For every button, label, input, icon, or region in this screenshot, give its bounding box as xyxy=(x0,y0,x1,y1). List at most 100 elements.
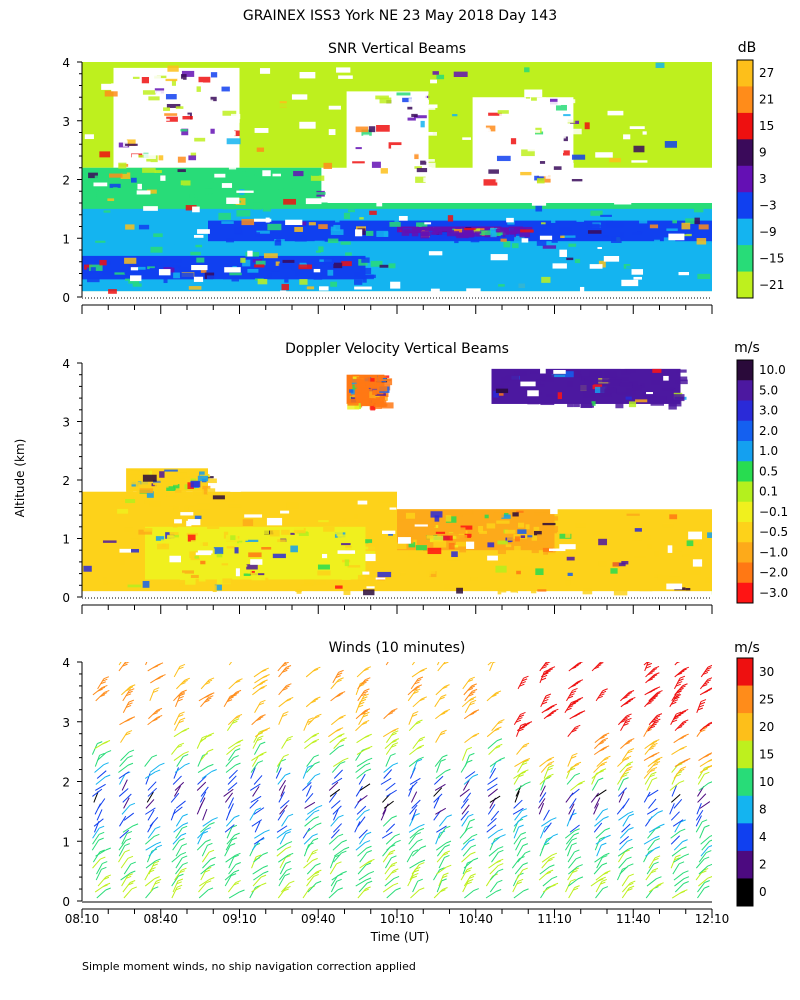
wind-barb xyxy=(541,858,550,869)
wind-barb-flag xyxy=(285,698,292,702)
wind-barb-flag xyxy=(416,678,422,682)
heat-cell xyxy=(84,182,93,185)
heat-cell xyxy=(371,161,381,168)
wind-barb-flag xyxy=(154,687,160,691)
heat-cell xyxy=(519,572,528,578)
colorbar-swatch xyxy=(737,461,753,482)
wind-barb-flag xyxy=(467,679,474,683)
heat-cell xyxy=(158,490,170,497)
wind-barb xyxy=(487,662,493,666)
wind-barb xyxy=(278,780,286,791)
colorbar-label: 27 xyxy=(759,66,774,80)
heat-cell xyxy=(519,556,529,561)
heat-cell xyxy=(124,116,132,119)
heat-cell xyxy=(496,155,511,162)
wind-barb-flag xyxy=(521,808,527,812)
gap-cell xyxy=(174,519,182,524)
wind-barb xyxy=(172,880,179,893)
wind-barb xyxy=(145,662,148,666)
wind-barb xyxy=(674,662,679,666)
heat-cell xyxy=(557,392,562,400)
wind-barb xyxy=(224,792,233,803)
heat-cell xyxy=(621,561,629,565)
wind-barb-flag xyxy=(446,814,452,818)
heat-cell xyxy=(111,226,120,230)
wind-barb-flag xyxy=(496,726,502,730)
wind-barb xyxy=(252,876,262,887)
wind-barb xyxy=(565,839,573,851)
heat-cell xyxy=(552,230,561,236)
heat-cell xyxy=(169,178,180,183)
wind-barb-flag xyxy=(313,738,320,742)
gap-cell xyxy=(101,457,110,460)
wind-barb-flag xyxy=(444,708,451,712)
wind-barb xyxy=(433,797,440,809)
wind-barb-flag xyxy=(421,667,428,671)
wind-barb xyxy=(119,815,127,827)
heat-cell xyxy=(245,531,258,535)
wind-barb-flag xyxy=(260,699,266,703)
wind-barb-flag xyxy=(650,745,656,749)
heat-cell xyxy=(503,228,509,232)
heat-cell xyxy=(488,169,499,174)
wind-barb-flag xyxy=(341,839,347,843)
y-tick-label: 0 xyxy=(62,291,70,305)
heat-cell xyxy=(277,539,286,543)
heat-cell xyxy=(84,264,93,270)
heat-cell xyxy=(630,98,642,103)
wind-barb-flag xyxy=(704,669,710,673)
heat-cell xyxy=(518,173,530,179)
heat-cell xyxy=(181,85,187,88)
wind-barb-flag xyxy=(264,674,270,677)
heat-cell xyxy=(418,94,427,99)
wind-barb-flag xyxy=(336,878,342,882)
colorbar-label: 21 xyxy=(759,93,774,107)
gap-cell xyxy=(631,160,648,163)
heat-cell xyxy=(197,475,209,482)
wind-barb-flag xyxy=(235,656,240,658)
wind-barb-flag xyxy=(683,881,689,884)
wind-barb-flag xyxy=(519,726,525,730)
wind-barb-flag xyxy=(125,837,132,841)
heat-cell xyxy=(347,209,355,213)
heat-cell xyxy=(257,278,268,285)
wind-barb-flag xyxy=(649,742,655,746)
wind-barb-flag xyxy=(602,855,608,858)
wind-barb-flag xyxy=(155,878,162,882)
wind-barb-flag xyxy=(519,683,525,687)
heat-cell xyxy=(533,384,545,387)
heat-cell xyxy=(559,230,573,236)
heat-cell xyxy=(392,95,407,99)
wind-barb-flag xyxy=(469,685,475,689)
heat-cell xyxy=(154,70,168,75)
heat-cell xyxy=(318,520,329,523)
wind-barb-flag xyxy=(202,830,209,834)
heat-cell xyxy=(182,116,193,120)
wind-barb-flag xyxy=(600,876,606,880)
wind-barb-flag xyxy=(204,699,210,703)
heat-cell xyxy=(85,515,91,519)
wind-barb-flag xyxy=(336,672,343,676)
heat-cell xyxy=(128,279,140,284)
wind-barb xyxy=(539,785,546,797)
heat-cell xyxy=(541,228,547,231)
heat-cell xyxy=(262,555,272,560)
heat-cell xyxy=(207,488,216,495)
wind-barb-flag xyxy=(263,667,269,671)
colorbar-swatch xyxy=(737,271,753,299)
wind-barb-flag xyxy=(206,697,212,701)
wind-barb xyxy=(543,809,550,821)
wind-barb xyxy=(172,775,182,785)
wind-barb-flag xyxy=(183,727,190,731)
wind-barb-flag xyxy=(313,732,320,736)
heat-cell xyxy=(221,86,230,92)
wind-barb-flag xyxy=(127,855,134,859)
heat-cell xyxy=(158,155,164,161)
heat-cell xyxy=(341,577,351,580)
wind-barb xyxy=(253,837,265,845)
wind-barb-flag xyxy=(175,887,181,891)
wind-barb-flag xyxy=(262,865,268,869)
wind-barb-flag xyxy=(413,869,420,873)
wind-barb xyxy=(202,859,211,869)
